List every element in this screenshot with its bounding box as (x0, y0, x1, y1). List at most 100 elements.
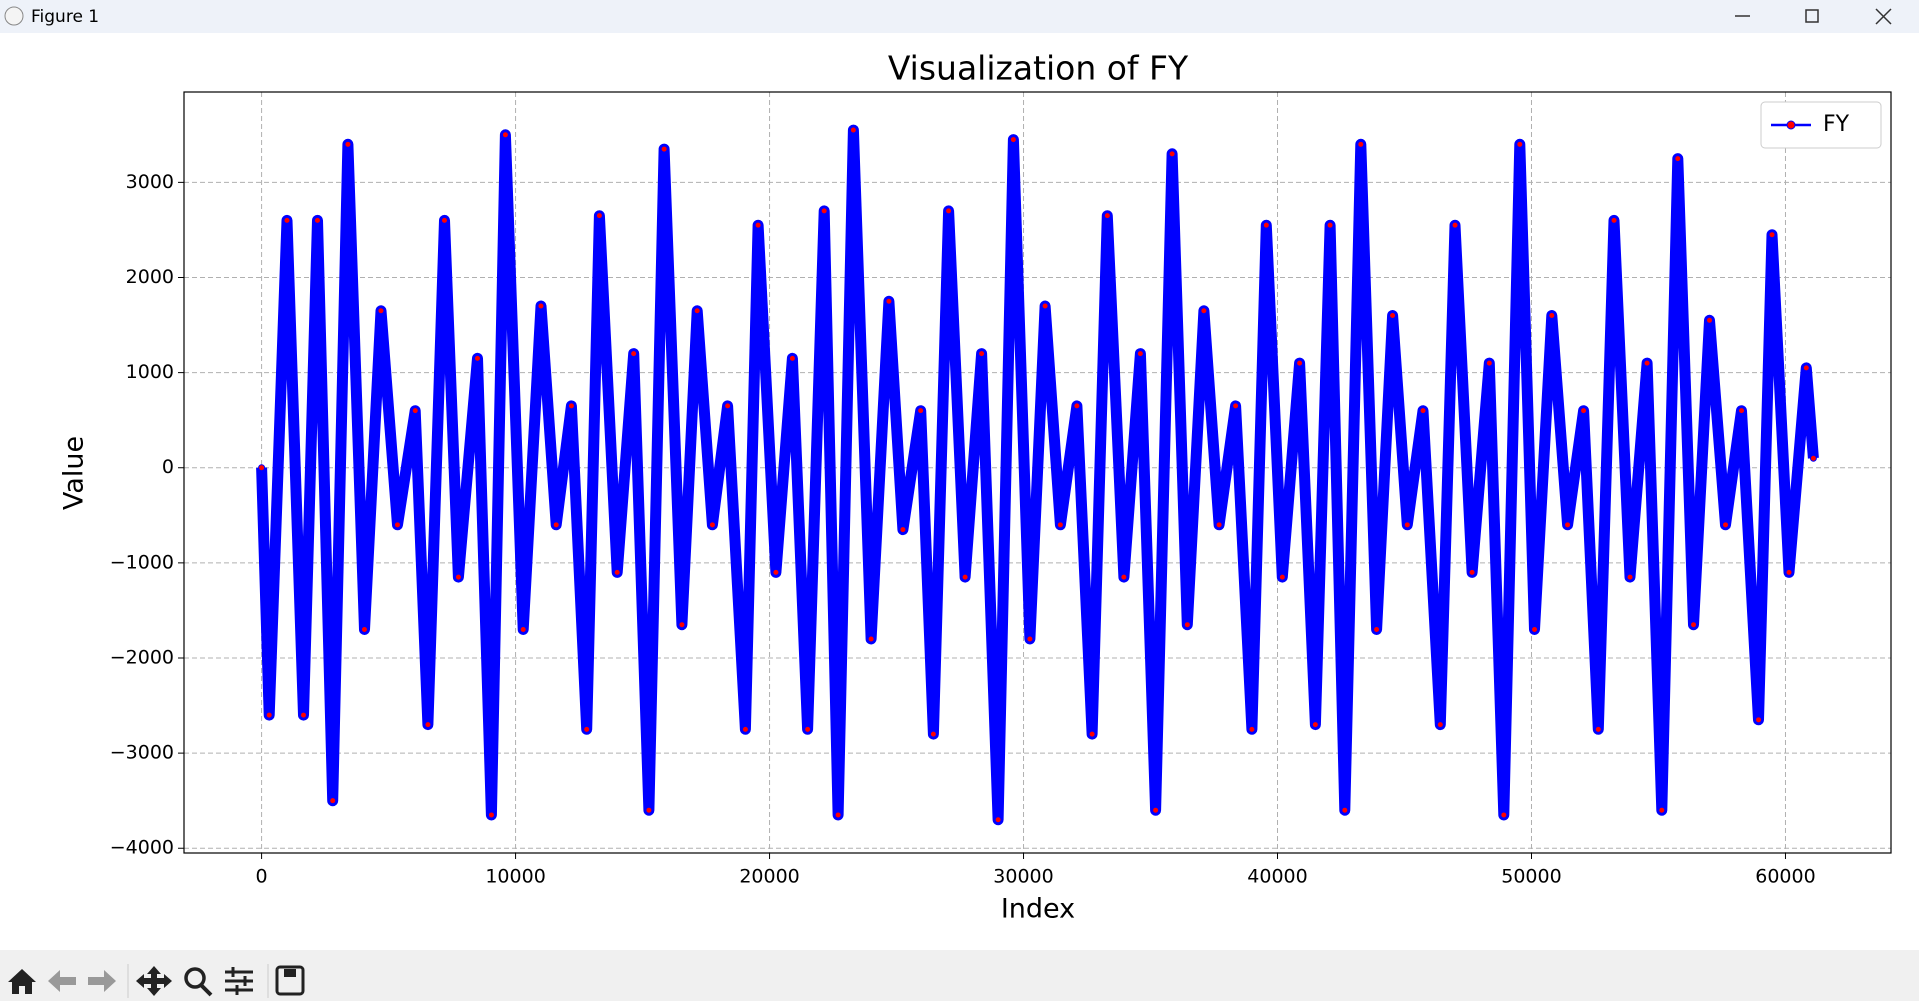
data-point (994, 816, 1002, 824)
data-point (1768, 231, 1776, 239)
data-point (1643, 359, 1651, 367)
forward-button[interactable] (88, 970, 116, 992)
x-axis-label: Index (1001, 894, 1075, 925)
close-button[interactable] (1875, 8, 1892, 25)
data-point (724, 402, 732, 410)
data-point (1326, 221, 1334, 229)
data-point (501, 131, 509, 139)
data-point (708, 521, 716, 529)
data-point (772, 568, 780, 576)
data-point (1516, 140, 1524, 148)
data-point (1215, 521, 1223, 529)
data-point (978, 350, 986, 358)
configure-button[interactable] (225, 967, 253, 995)
data-point (519, 625, 527, 633)
data-point (1419, 407, 1427, 415)
data-point (867, 635, 875, 643)
y-axis-label: Value (59, 436, 90, 510)
x-tick-label: 60000 (1755, 866, 1815, 888)
data-point (1296, 359, 1304, 367)
data-point (411, 407, 419, 415)
restore-button[interactable] (1805, 9, 1819, 23)
x-tick-label: 40000 (1247, 866, 1307, 888)
data-point (645, 806, 653, 814)
data-point (377, 307, 385, 315)
zoom-button[interactable] (184, 967, 206, 989)
legend-label: FY (1823, 112, 1850, 137)
data-point (1809, 454, 1817, 462)
data-point (754, 221, 762, 229)
data-point (917, 407, 925, 415)
legend: FY (1760, 101, 1882, 149)
legend-box (1760, 101, 1882, 149)
data-point (473, 354, 481, 362)
y-tick-label: −3000 (110, 742, 174, 764)
data-point (1120, 573, 1128, 581)
data-point (299, 711, 307, 719)
x-tick-label: 50000 (1501, 866, 1561, 888)
data-point (1468, 568, 1476, 576)
data-point (1278, 573, 1286, 581)
data-point (1658, 806, 1666, 814)
back-button[interactable] (48, 970, 76, 992)
toolbar (0, 950, 1919, 1001)
chart-title: Visualization of FY (888, 49, 1189, 88)
x-tick-label: 30000 (993, 866, 1053, 888)
data-point (552, 521, 560, 529)
data-point (1183, 621, 1191, 629)
data-point (1594, 725, 1602, 733)
data-point (440, 216, 448, 224)
data-point (1610, 216, 1618, 224)
data-point (1485, 359, 1493, 367)
data-point (258, 464, 266, 472)
data-point (1341, 806, 1349, 814)
data-point (1103, 212, 1111, 220)
data-line (256, 124, 1819, 826)
y-tick-label: −1000 (110, 551, 174, 573)
data-point (1580, 407, 1588, 415)
data-point (1389, 312, 1397, 320)
data-point (1500, 811, 1508, 819)
data-point (1168, 150, 1176, 158)
y-tick-label: 1000 (126, 361, 174, 383)
data-point (660, 145, 668, 153)
data-point (1674, 155, 1682, 163)
pan-button[interactable] (136, 966, 172, 996)
legend-marker (1786, 120, 1796, 130)
data-point (583, 725, 591, 733)
data-point (537, 302, 545, 310)
app-icon (4, 6, 24, 26)
y-tick-label: 2000 (126, 266, 174, 288)
home-button[interactable] (8, 969, 36, 994)
data-point (1564, 521, 1572, 529)
data-point (595, 212, 603, 220)
data-point (804, 725, 812, 733)
data-point (741, 725, 749, 733)
data-point (265, 711, 273, 719)
data-point (1690, 621, 1698, 629)
x-tick-label: 0 (256, 866, 268, 888)
data-point (849, 126, 857, 134)
plot-frame (183, 91, 1892, 854)
data-point (313, 216, 321, 224)
data-point (961, 573, 969, 581)
y-tick-label: 3000 (126, 171, 174, 193)
data-point (820, 207, 828, 215)
data-point (1626, 573, 1634, 581)
data-point (1706, 316, 1714, 324)
data-point (613, 568, 621, 576)
y-tick-label: −4000 (110, 837, 174, 859)
data-point (834, 811, 842, 819)
data-point (630, 350, 638, 358)
title-bar (0, 0, 1919, 33)
data-point (1548, 312, 1556, 320)
data-point (1009, 136, 1017, 144)
data-point (1026, 635, 1034, 643)
data-point (1262, 221, 1270, 229)
save-button[interactable] (275, 965, 305, 996)
data-point (487, 811, 495, 819)
data-point (1248, 725, 1256, 733)
data-point (1403, 521, 1411, 529)
data-point (1136, 350, 1144, 358)
